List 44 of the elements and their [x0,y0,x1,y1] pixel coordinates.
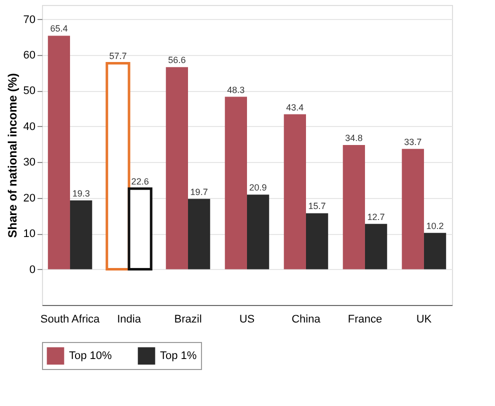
y-tick-label: 60 [23,50,36,62]
x-tick-label: US [239,314,255,326]
y-tick-label: 0 [29,264,36,276]
bar [284,114,306,270]
y-tick-label: 30 [23,156,36,169]
data-label: 22.6 [131,176,149,187]
data-label: 10.2 [426,220,444,231]
x-tick-label: South Africa [40,314,101,326]
y-tick-label: 40 [23,120,36,133]
x-tick-label: Brazil [174,314,202,326]
x-tick-label: UK [416,314,432,326]
bar [402,148,424,270]
y-tick-label: 20 [23,192,36,204]
y-tick-label: 50 [23,85,36,98]
data-label: 57.7 [109,51,127,62]
data-label: 56.6 [168,55,186,66]
bar [342,145,365,270]
bar [70,200,92,270]
y-tick-label: 10 [23,228,36,240]
bar [306,213,328,270]
data-label: 19.7 [190,186,208,197]
x-tick-label: India [117,314,142,326]
data-label: 20.9 [249,182,267,193]
data-label: 43.4 [286,102,304,112]
bar [166,67,188,270]
legend-label: Top 1% [160,350,197,362]
data-label: 48.3 [227,84,245,95]
y-axis-title: Share of national income (%) [5,73,20,238]
data-label: 34.8 [345,133,363,143]
data-label: 12.7 [367,212,385,222]
data-label: 33.7 [404,136,422,147]
bar [48,36,70,270]
bar [364,224,388,270]
x-tick-label: France [348,314,382,326]
data-label: 65.4 [50,24,68,34]
data-label: 19.3 [72,188,90,198]
bar [224,96,247,270]
bar [188,198,210,270]
data-label: 15.7 [308,201,326,212]
bar [424,232,446,270]
y-tick-label: 70 [23,14,36,26]
legend-label: Top 10% [69,350,112,362]
bar [247,194,270,270]
x-tick-label: China [292,314,322,326]
